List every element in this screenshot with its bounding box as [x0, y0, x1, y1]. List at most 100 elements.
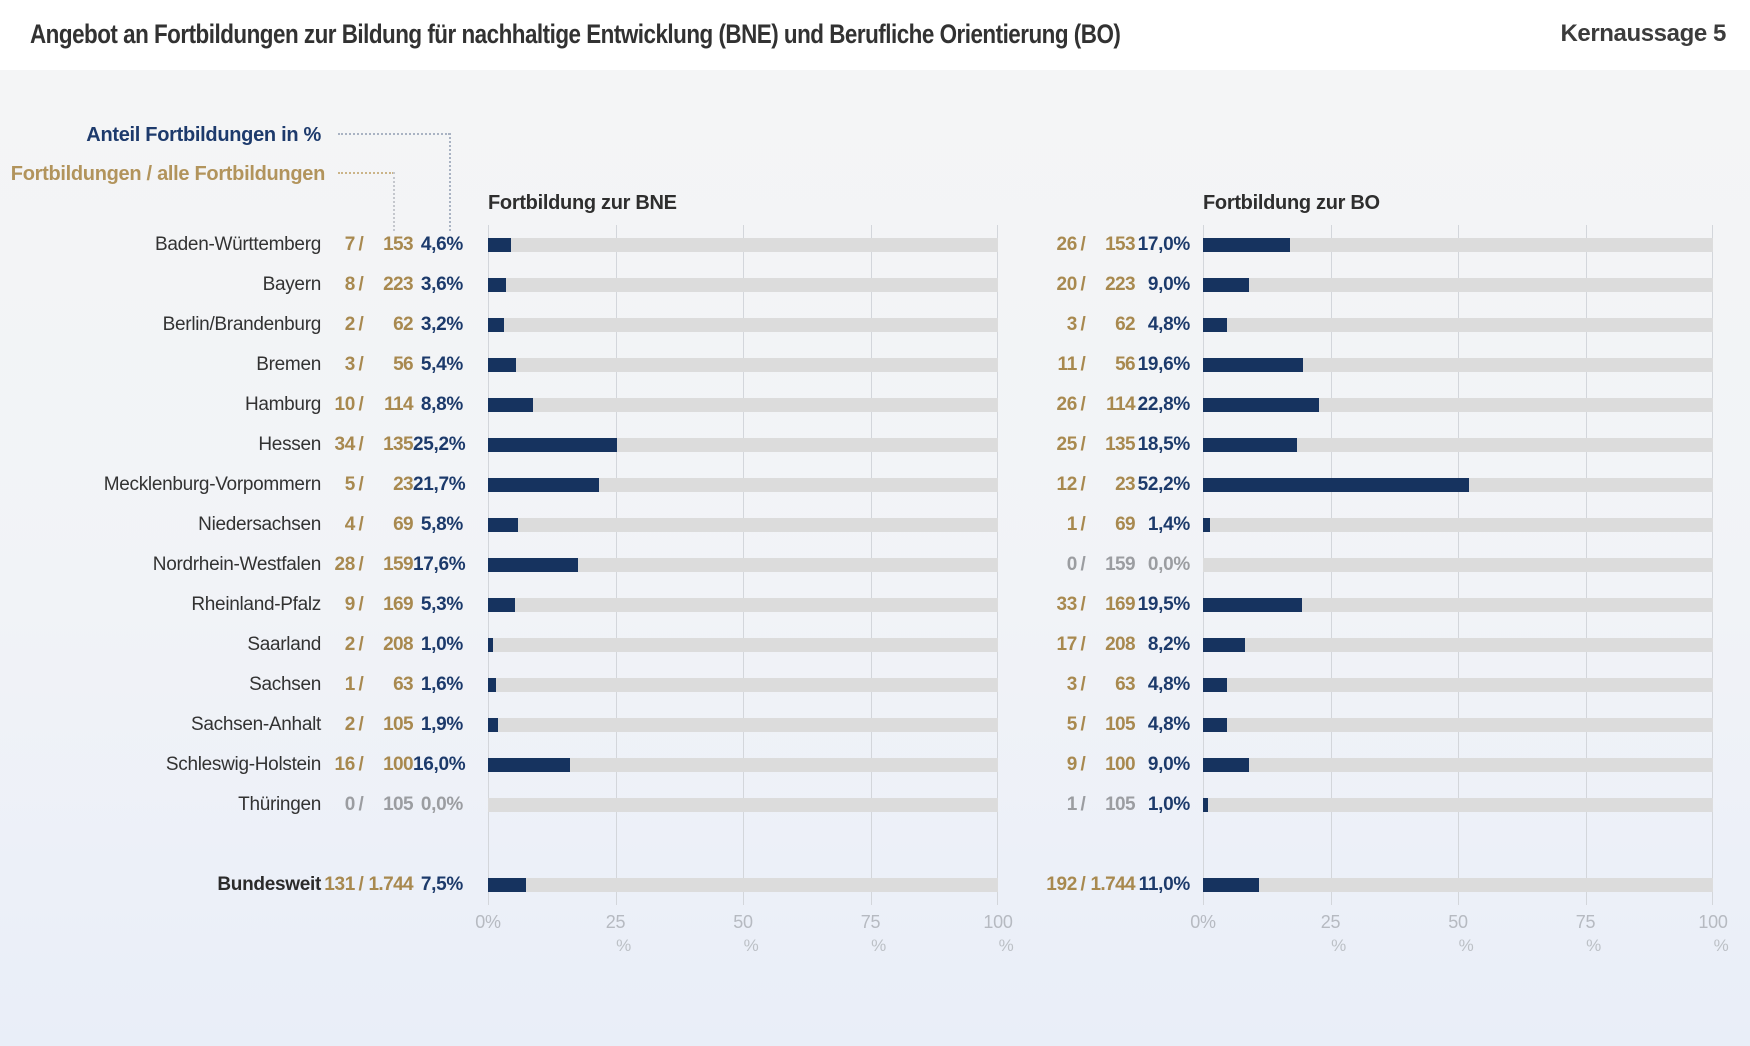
- bar-track: [488, 318, 998, 332]
- fraction-numerator: 9: [344, 594, 356, 615]
- fraction-value-bo: 26/ 153: [1043, 234, 1135, 256]
- fraction-denominator: 159: [383, 554, 414, 575]
- fraction-value-bo: 26/ 114: [1043, 394, 1135, 416]
- axis-tick-unit: %: [1713, 936, 1729, 955]
- fraction-value-bne: 16/ 100: [321, 754, 413, 776]
- bar-track: [1203, 398, 1713, 412]
- fraction-value-bne: 7/ 153: [321, 234, 414, 256]
- bar: [488, 238, 512, 252]
- page-title-text: Angebot an Fortbildungen zur Bildung für…: [30, 19, 1121, 49]
- fraction-denominator: 63: [1115, 674, 1136, 695]
- fraction-value-bo: 11/ 56: [1043, 354, 1136, 376]
- fraction-denominator: 135: [1105, 434, 1136, 455]
- fraction-slash: /: [1080, 514, 1086, 535]
- bar: [488, 478, 599, 492]
- fraction-denominator: 100: [383, 754, 414, 775]
- axis-tick-unit: %: [743, 936, 759, 955]
- fraction-value-bo: 17/ 208: [1043, 634, 1135, 656]
- fraction-slash: /: [1080, 474, 1086, 495]
- percent-value-bo: 4,8%: [1147, 674, 1190, 695]
- bar: [488, 438, 617, 452]
- bar: [488, 278, 507, 292]
- table-row: Baden-Württemberg 7/153 4,6% 26/153 17,0%: [0, 225, 1750, 265]
- bar-cell-bne: [488, 678, 998, 692]
- fraction-numerator: 1: [344, 674, 356, 695]
- fraction-slash: /: [358, 874, 364, 895]
- fraction-value-bne: 5/ 23: [321, 474, 414, 496]
- bar-track: [488, 398, 998, 412]
- fraction-slash: /: [358, 594, 364, 615]
- chart-title-bne: Fortbildung zur BNE: [488, 192, 677, 214]
- legend-connector-percent-h: [338, 133, 450, 135]
- fraction-denominator: 69: [393, 514, 414, 535]
- table-row: Sachsen 1/63 1,6% 3/63 4,8%: [0, 665, 1750, 705]
- fraction-denominator: 56: [1115, 354, 1136, 375]
- percent-value-bne: 16,0%: [413, 754, 466, 775]
- fraction-slash: /: [358, 554, 364, 575]
- bar-cell-bne: [488, 638, 998, 652]
- bar: [1203, 438, 1298, 452]
- bar-cell-bne: [488, 758, 998, 772]
- fraction-numerator: 28: [334, 554, 355, 575]
- fraction-value-bo: 3/ 63: [1043, 674, 1136, 696]
- bar-track: [1203, 798, 1713, 812]
- fraction-slash: /: [358, 634, 364, 655]
- fraction-numerator: 5: [344, 474, 356, 495]
- bar: [1203, 718, 1228, 732]
- fraction-slash: /: [1080, 274, 1086, 295]
- bar-cell-bo: [1203, 878, 1713, 892]
- fraction-numerator: 25: [1056, 434, 1077, 455]
- fraction-value-bo: 0/ 159: [1043, 554, 1136, 576]
- bar: [1203, 478, 1470, 492]
- fraction-slash: /: [1080, 434, 1086, 455]
- fraction-denominator: 223: [383, 274, 414, 295]
- bar: [1203, 278, 1249, 292]
- percent-value-bne: 3,2%: [420, 314, 463, 335]
- bar-cell-bne: [488, 278, 998, 292]
- bar: [488, 398, 533, 412]
- kernaussage-badge: Kernaussage 5: [1560, 20, 1726, 47]
- fraction-value-bo: 9/ 100: [1043, 754, 1136, 776]
- fraction-denominator: 153: [383, 234, 414, 255]
- fraction-value-bo: 1/ 69: [1043, 514, 1136, 536]
- bar: [1203, 518, 1211, 532]
- fraction-denominator: 223: [1105, 274, 1136, 295]
- state-label: Baden-Württemberg: [155, 234, 321, 255]
- fraction-value-bo: 5/ 105: [1043, 714, 1136, 736]
- fraction-numerator: 192: [1046, 874, 1077, 895]
- fraction-numerator: 20: [1056, 274, 1077, 295]
- bar-cell-bne: [488, 518, 998, 532]
- legend-connector-percent-v: [449, 133, 451, 231]
- bar: [1203, 238, 1290, 252]
- bar-track: [1203, 718, 1713, 732]
- total-row: Bundesweit 131/1.744 7,5% 192/1.744 11,0%: [0, 865, 1750, 905]
- bar-track: [488, 238, 998, 252]
- bar-track: [1203, 638, 1713, 652]
- percent-value-bo: 9,0%: [1147, 274, 1190, 295]
- fraction-numerator: 0: [1066, 554, 1078, 575]
- bar-track: [1203, 598, 1713, 612]
- state-label: Saarland: [247, 634, 321, 655]
- state-label: Mecklenburg-Vorpommern: [103, 474, 322, 495]
- bar-cell-bne: [488, 878, 998, 892]
- fraction-denominator: 105: [1105, 794, 1136, 815]
- percent-value-bo: 0,0%: [1147, 554, 1190, 575]
- bar-track: [1203, 238, 1713, 252]
- bar-cell-bne: [488, 238, 998, 252]
- fraction-denominator: 56: [393, 354, 414, 375]
- bar-cell-bne: [488, 598, 998, 612]
- axis-tick-label: 50: [733, 912, 753, 932]
- fraction-slash: /: [358, 674, 364, 695]
- state-label: Bayern: [262, 274, 322, 295]
- bar-cell-bne: [488, 358, 998, 372]
- fraction-denominator: 1.744: [1090, 874, 1135, 895]
- axis-tick-unit: %: [1586, 936, 1601, 955]
- bar-track: [488, 638, 998, 652]
- fraction-slash: /: [358, 314, 364, 335]
- state-label: Nordrhein-Westfalen: [152, 554, 322, 575]
- percent-value-bne: 8,8%: [420, 394, 463, 415]
- bar-track: [488, 878, 998, 892]
- table-row: Berlin/Brandenburg 2/62 3,2% 3/62 4,8%: [0, 305, 1750, 345]
- percent-value-bo: 1,0%: [1147, 794, 1190, 815]
- state-label: Bundesweit: [217, 874, 321, 895]
